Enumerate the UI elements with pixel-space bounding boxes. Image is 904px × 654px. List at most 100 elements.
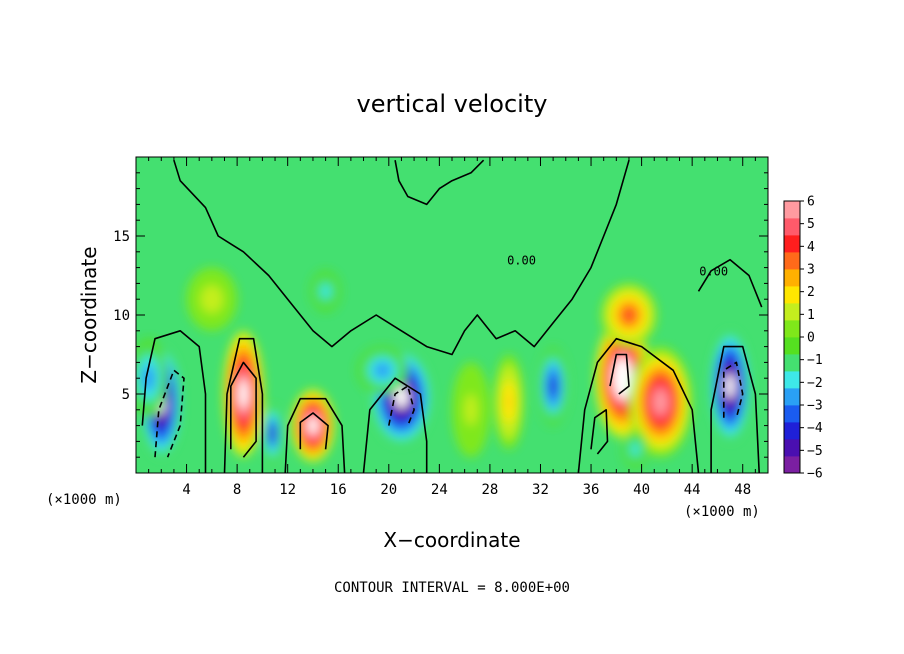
x-unit-right: (×1000 m) xyxy=(684,504,760,520)
colorbar-swatch xyxy=(784,439,800,457)
field-band xyxy=(379,367,386,373)
field-cell xyxy=(493,354,525,450)
colorbar-tick-label: 6 xyxy=(807,195,815,210)
contour-line-zero xyxy=(609,353,630,395)
field-cell xyxy=(709,330,751,442)
colorbar-swatch xyxy=(784,354,800,372)
x-tick-label: 12 xyxy=(279,482,296,498)
contour-line-zero xyxy=(223,337,264,473)
colorbar-tick-label: 2 xyxy=(807,285,815,300)
colorbar-swatch xyxy=(784,286,800,304)
contour-line-zero xyxy=(299,412,329,450)
y-tick-label: 15 xyxy=(113,229,130,245)
colorbar-swatch xyxy=(784,201,800,219)
x-tick-label: 16 xyxy=(330,482,347,498)
x-tick-label: 24 xyxy=(431,482,448,498)
x-tick-label: 36 xyxy=(583,482,600,498)
contour-line-zero xyxy=(230,361,257,458)
colorbar-tick-label: −3 xyxy=(807,399,823,414)
contour-line-zero xyxy=(590,408,609,455)
y-tick-label: 10 xyxy=(113,308,130,324)
y-axis-ticks: 5 10 15 xyxy=(113,172,768,458)
field-band xyxy=(241,386,246,402)
y-tick-label: 5 xyxy=(122,387,130,403)
contour-interval-note: CONTOUR INTERVAL = 8.000E+00 xyxy=(334,580,570,596)
contour-line-zero xyxy=(577,337,700,473)
x-unit-left: (×1000 m) xyxy=(46,492,122,508)
field-band xyxy=(633,447,637,452)
contour-line-zero xyxy=(284,397,346,473)
colorbar-swatch xyxy=(784,269,800,287)
field-cell xyxy=(186,267,238,331)
colorbar-swatch xyxy=(784,371,800,389)
colorbar-swatch xyxy=(784,252,800,270)
field-band xyxy=(146,373,151,383)
colorbar-swatch xyxy=(784,337,800,355)
field-band xyxy=(398,391,405,403)
y-axis-label: Z−coordinate xyxy=(77,246,101,383)
x-tick-label: 4 xyxy=(182,482,190,498)
x-axis-ticks: 4 8 12 16 20 24 28 32 36 40 44 48 xyxy=(148,157,756,498)
field-band xyxy=(551,381,555,391)
colorbar-swatch xyxy=(784,235,800,253)
colorbar: 6 5 4 3 2 1 0 −1 −2 −3 −4 −5 −6 xyxy=(783,195,823,482)
colorbar-swatch xyxy=(784,388,800,406)
contour-line-zero xyxy=(173,159,630,356)
field-cell xyxy=(310,270,341,312)
colorbar-tick-label: 5 xyxy=(807,217,815,232)
field-cell xyxy=(601,283,657,347)
x-tick-label: 40 xyxy=(633,482,650,498)
field-band xyxy=(271,430,274,437)
contour-line-negative xyxy=(722,361,744,418)
field-band xyxy=(727,379,733,393)
colorbar-tick-label: 1 xyxy=(807,308,815,323)
contour-line-negative xyxy=(388,385,415,426)
x-axis-label: X−coordinate xyxy=(383,528,520,552)
field-cell xyxy=(622,430,648,469)
x-tick-label: 28 xyxy=(481,482,498,498)
field-cell xyxy=(291,389,335,462)
colorbar-swatch xyxy=(784,456,800,474)
contour-line-zero xyxy=(394,159,485,206)
contour-lines xyxy=(141,159,763,473)
contour-value-label: 0.00 xyxy=(699,265,728,279)
colorbar-swatch xyxy=(784,422,800,440)
contour-value-label: 0.00 xyxy=(507,253,536,267)
field-band xyxy=(323,289,328,294)
field-cell xyxy=(136,338,168,418)
field-cell xyxy=(262,405,283,462)
colorbar-tick-label: −2 xyxy=(807,376,823,391)
field-band xyxy=(619,371,626,385)
field-band xyxy=(657,395,665,409)
contour-line-negative xyxy=(154,369,185,458)
x-tick-label: 20 xyxy=(380,482,397,498)
field-band xyxy=(468,404,474,416)
colorbar-tick-label: −1 xyxy=(807,353,823,368)
velocity-field xyxy=(136,159,763,473)
field-cell xyxy=(452,362,490,458)
x-tick-label: 44 xyxy=(684,482,701,498)
contour-line-zero xyxy=(710,345,760,473)
x-tick-label: 48 xyxy=(734,482,751,498)
field-band xyxy=(625,311,633,319)
contour-value-labels: 0.00 0.00 xyxy=(507,253,728,278)
colorbar-tick-label: −5 xyxy=(807,444,823,459)
contour-line-zero xyxy=(141,329,207,473)
contour-line-zero xyxy=(362,377,428,473)
colorbar-swatch xyxy=(784,320,800,338)
colorbar-tick-label: −4 xyxy=(807,421,823,436)
chart-title: vertical velocity xyxy=(357,90,548,118)
field-cell xyxy=(537,346,569,426)
field-cell xyxy=(628,346,693,458)
field-band xyxy=(209,295,215,303)
colorbar-swatch xyxy=(784,405,800,423)
field-cell xyxy=(223,330,264,458)
colorbar-tick-label: −6 xyxy=(807,467,823,482)
x-tick-label: 32 xyxy=(532,482,549,498)
colorbar-tick-label: 0 xyxy=(807,331,815,346)
x-tick-label: 8 xyxy=(233,482,241,498)
field-cell xyxy=(357,346,408,394)
colorbar-tick-label: 4 xyxy=(807,240,815,255)
